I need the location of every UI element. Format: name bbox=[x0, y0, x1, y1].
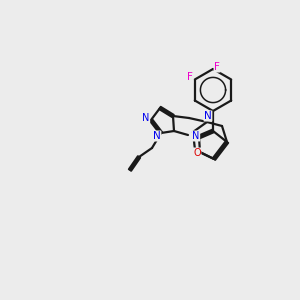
Text: F: F bbox=[214, 62, 220, 72]
Text: F: F bbox=[187, 73, 193, 82]
Text: N: N bbox=[192, 131, 200, 141]
Text: N: N bbox=[142, 113, 150, 123]
Text: O: O bbox=[193, 148, 201, 158]
Text: N: N bbox=[204, 111, 212, 121]
Text: N: N bbox=[153, 131, 161, 141]
